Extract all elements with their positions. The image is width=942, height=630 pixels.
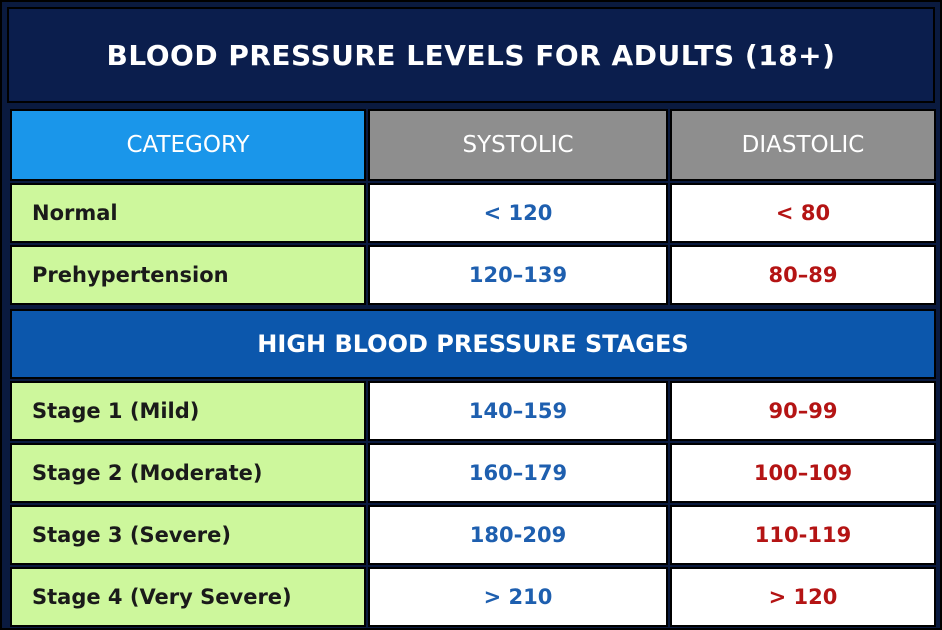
- category-stage-4: Stage 4 (Very Severe): [10, 567, 366, 627]
- systolic-stage-4: > 210: [368, 567, 668, 627]
- diastolic-prehypertension: 80–89: [670, 245, 936, 305]
- header-systolic: SYSTOLIC: [368, 109, 668, 181]
- category-prehypertension: Prehypertension: [10, 245, 366, 305]
- diastolic-stage-2: 100–109: [670, 443, 936, 503]
- diastolic-stage-3: 110-119: [670, 505, 936, 565]
- systolic-stage-2: 160–179: [368, 443, 668, 503]
- diastolic-normal: < 80: [670, 183, 936, 243]
- category-stage-2: Stage 2 (Moderate): [10, 443, 366, 503]
- systolic-normal: < 120: [368, 183, 668, 243]
- systolic-stage-3: 180-209: [368, 505, 668, 565]
- systolic-prehypertension: 120–139: [368, 245, 668, 305]
- diastolic-stage-4: > 120: [670, 567, 936, 627]
- category-stage-3: Stage 3 (Severe): [10, 505, 366, 565]
- category-normal: Normal: [10, 183, 366, 243]
- category-stage-1: Stage 1 (Mild): [10, 381, 366, 441]
- systolic-stage-1: 140–159: [368, 381, 668, 441]
- diastolic-stage-1: 90–99: [670, 381, 936, 441]
- header-diastolic: DIASTOLIC: [670, 109, 936, 181]
- page-title: BLOOD PRESSURE LEVELS FOR ADULTS (18+): [7, 7, 935, 103]
- section-high-bp-stages: HIGH BLOOD PRESSURE STAGES: [10, 309, 936, 379]
- header-category: CATEGORY: [10, 109, 366, 181]
